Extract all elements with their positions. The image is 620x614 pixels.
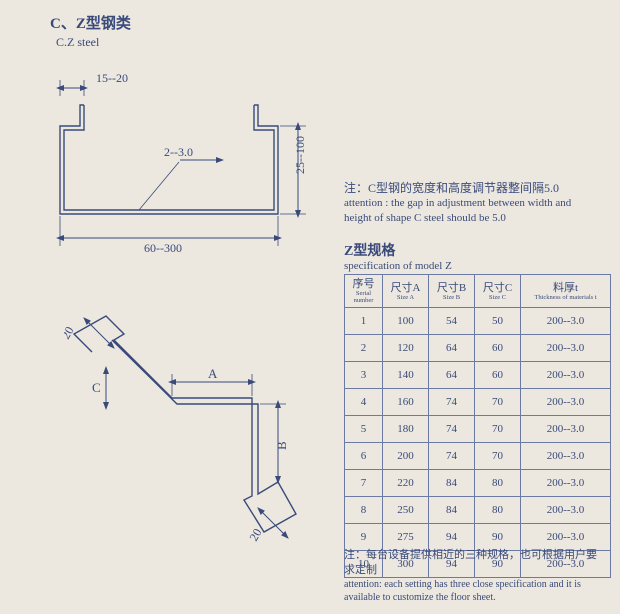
table-cell: 200--3.0	[521, 308, 611, 335]
table-cell: 120	[383, 335, 429, 362]
bottom-note-cn2: 求定制	[344, 563, 610, 578]
table-row: 92759490200--3.0	[345, 524, 611, 551]
c-dim-mid: 2--3.0	[164, 145, 193, 159]
table-cell: 200--3.0	[521, 389, 611, 416]
c-dim-top: 15--20	[96, 71, 128, 85]
table-row: 82508480200--3.0	[345, 497, 611, 524]
table-row: 11005450200--3.0	[345, 308, 611, 335]
table-row: 41607470200--3.0	[345, 389, 611, 416]
z-spec-table: 序号Serial number尺寸ASize A尺寸BSize B尺寸CSize…	[344, 274, 611, 578]
table-cell: 200--3.0	[521, 497, 611, 524]
table-row: 51807470200--3.0	[345, 416, 611, 443]
table-cell: 2	[345, 335, 383, 362]
table-cell: 94	[429, 524, 475, 551]
table-row: 21206460200--3.0	[345, 335, 611, 362]
z-table-title: Z型规格 specification of model Z	[344, 240, 452, 272]
table-cell: 60	[475, 362, 521, 389]
bottom-note-en1: attention: each setting has three close …	[344, 578, 610, 592]
table-cell: 74	[429, 443, 475, 470]
table-cell: 220	[383, 470, 429, 497]
table-cell: 180	[383, 416, 429, 443]
c-note-cn: 注：C型钢的宽度和高度调节器整间隔5.0	[344, 180, 604, 196]
table-cell: 160	[383, 389, 429, 416]
table-cell: 74	[429, 389, 475, 416]
table-cell: 50	[475, 308, 521, 335]
header-title-cn: C、Z型钢类	[50, 12, 131, 33]
z-title-en: specification of model Z	[344, 260, 452, 272]
table-cell: 3	[345, 362, 383, 389]
z-label-c: C	[92, 380, 101, 395]
c-note-en1: attention : the gap in adjustment betwee…	[344, 196, 604, 211]
table-header: 料厚tThickness of materials t	[521, 275, 611, 308]
table-cell: 6	[345, 443, 383, 470]
table-row: 62007470200--3.0	[345, 443, 611, 470]
table-cell: 100	[383, 308, 429, 335]
table-cell: 200--3.0	[521, 416, 611, 443]
table-cell: 64	[429, 335, 475, 362]
z-profile-drawing: 20 C A B 20	[64, 310, 324, 554]
table-cell: 250	[383, 497, 429, 524]
table-cell: 84	[429, 470, 475, 497]
table-cell: 70	[475, 416, 521, 443]
z-label-a: A	[208, 366, 218, 381]
table-cell: 74	[429, 416, 475, 443]
table-header: 尺寸ASize A	[383, 275, 429, 308]
table-header: 序号Serial number	[345, 275, 383, 308]
table-cell: 140	[383, 362, 429, 389]
table-cell: 200--3.0	[521, 524, 611, 551]
c-dim-right: 25--100	[293, 136, 307, 174]
bottom-note: 注：每台设备提供相近的三种规格，也可根据用户要 求定制 attention: e…	[344, 548, 610, 605]
table-header: 尺寸BSize B	[429, 275, 475, 308]
table-cell: 200--3.0	[521, 362, 611, 389]
table-cell: 80	[475, 497, 521, 524]
table-row: 31406460200--3.0	[345, 362, 611, 389]
table-cell: 60	[475, 335, 521, 362]
table-cell: 54	[429, 308, 475, 335]
header-title-en: C.Z steel	[50, 35, 131, 50]
table-cell: 275	[383, 524, 429, 551]
table-row: 72208480200--3.0	[345, 470, 611, 497]
table-cell: 4	[345, 389, 383, 416]
bottom-note-en2: available to customize the floor sheet.	[344, 591, 610, 605]
table-cell: 70	[475, 443, 521, 470]
c-dim-bottom: 60--300	[144, 241, 182, 255]
table-cell: 200--3.0	[521, 443, 611, 470]
table-cell: 64	[429, 362, 475, 389]
table-cell: 9	[345, 524, 383, 551]
table-cell: 7	[345, 470, 383, 497]
z-dim-top-flange: 20	[64, 324, 77, 341]
table-cell: 8	[345, 497, 383, 524]
page: C、Z型钢类 C.Z steel 15--20	[0, 0, 620, 614]
table-cell: 1	[345, 308, 383, 335]
z-label-b: B	[274, 441, 289, 450]
bottom-note-cn1: 注：每台设备提供相近的三种规格，也可根据用户要	[344, 548, 610, 563]
table-cell: 5	[345, 416, 383, 443]
table-cell: 70	[475, 389, 521, 416]
table-cell: 84	[429, 497, 475, 524]
table-cell: 200--3.0	[521, 335, 611, 362]
table-header: 尺寸CSize C	[475, 275, 521, 308]
c-note-en2: height of shape C steel should be 5.0	[344, 211, 604, 226]
page-header: C、Z型钢类 C.Z steel	[50, 12, 131, 50]
table-cell: 90	[475, 524, 521, 551]
z-title-cn: Z型规格	[344, 240, 452, 260]
table-cell: 200	[383, 443, 429, 470]
table-cell: 200--3.0	[521, 470, 611, 497]
c-profile-note: 注：C型钢的宽度和高度调节器整间隔5.0 attention : the gap…	[344, 180, 604, 226]
c-profile-drawing: 15--20 2--3.0 25--100 60--300	[44, 70, 344, 264]
table-cell: 80	[475, 470, 521, 497]
